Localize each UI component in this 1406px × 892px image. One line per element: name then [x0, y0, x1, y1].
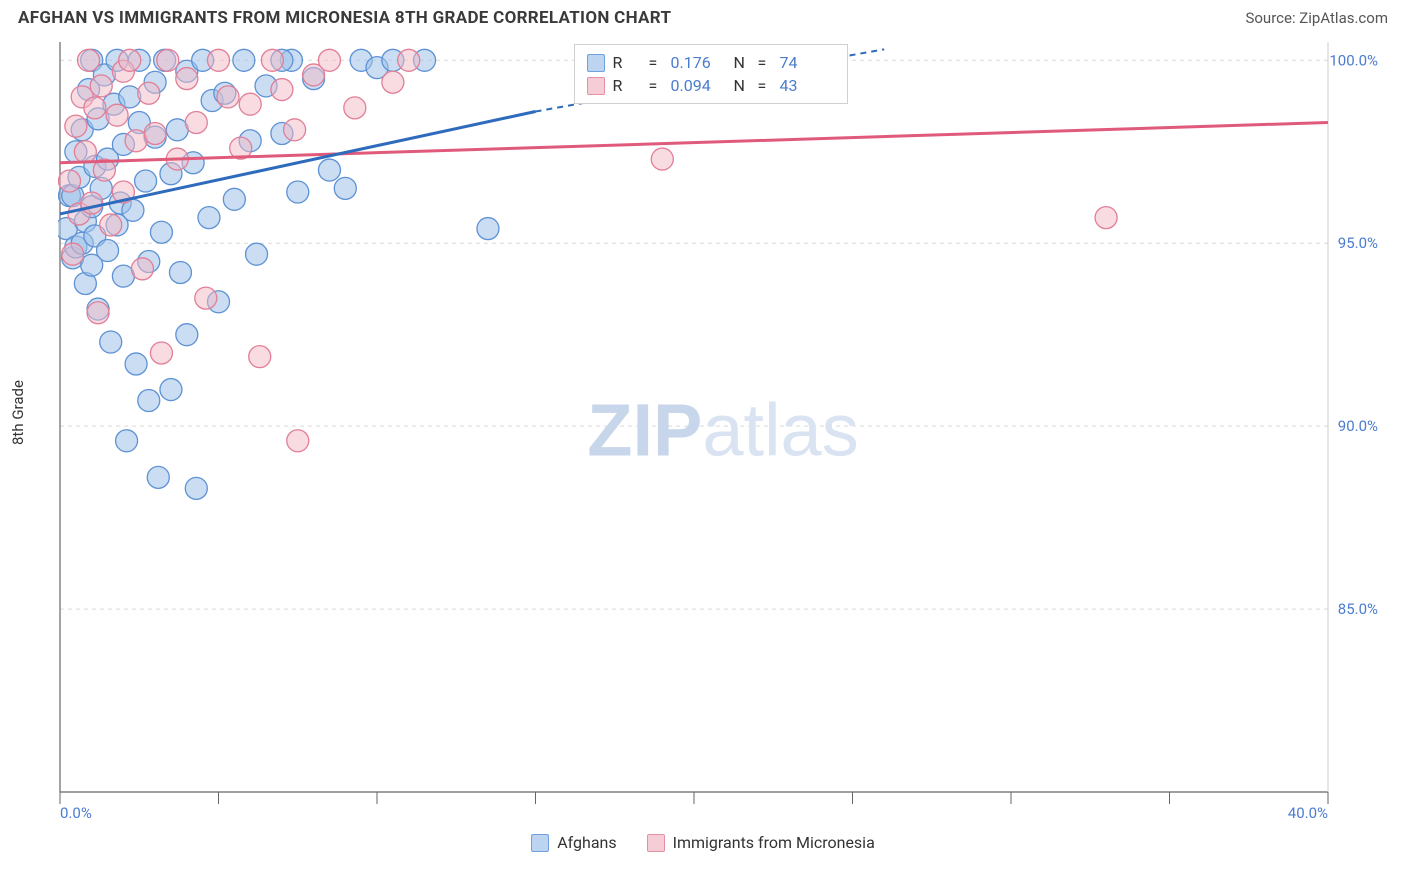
legend-swatch: [587, 77, 605, 95]
y-axis-label: 8th Grade: [9, 380, 27, 445]
y-tick-label: 95.0%: [1338, 234, 1378, 252]
legend-swatch: [587, 54, 605, 72]
chart-container: 8th Grade 85.0%90.0%95.0%100.0%0.0%40.0%…: [18, 40, 1388, 850]
legend-label: Immigrants from Micronesia: [673, 833, 875, 852]
y-tick-label: 90.0%: [1338, 417, 1378, 435]
legend-swatch: [531, 834, 549, 852]
scatter-chart: 85.0% 90.0% 95.0% 100.0% 0.0% 40.0%: [58, 40, 1388, 820]
y-tick-label: 85.0%: [1338, 600, 1378, 618]
legend-item-1: Immigrants from Micronesia: [647, 833, 875, 852]
legend-row-0: R=0.176N=74: [587, 51, 835, 74]
legend-swatch: [647, 834, 665, 852]
correlation-legend: R=0.176N=74R=0.094N=43: [574, 44, 848, 104]
x-tick-label: 0.0%: [60, 804, 92, 820]
y-tick-label: 100.0%: [1329, 51, 1378, 69]
x-tick-label: 40.0%: [1288, 804, 1328, 820]
series-legend: Afghans Immigrants from Micronesia: [18, 833, 1388, 852]
legend-row-1: R=0.094N=43: [587, 74, 835, 97]
legend-label: Afghans: [557, 833, 616, 852]
legend-item-0: Afghans: [531, 833, 616, 852]
chart-title: AFGHAN VS IMMIGRANTS FROM MICRONESIA 8TH…: [18, 8, 671, 28]
source-attribution: Source: ZipAtlas.com: [1245, 9, 1388, 27]
plot-area: 85.0%90.0%95.0%100.0%0.0%40.0% ZIPatlas …: [58, 40, 1388, 820]
